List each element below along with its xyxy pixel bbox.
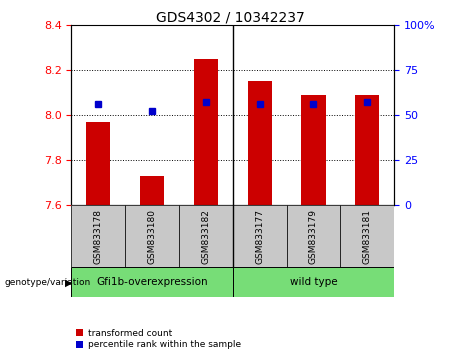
Text: GSM833180: GSM833180 [148, 209, 157, 264]
Text: GSM833181: GSM833181 [363, 209, 372, 264]
Text: GSM833177: GSM833177 [255, 209, 264, 264]
Text: genotype/variation: genotype/variation [5, 278, 91, 287]
Bar [287, 205, 340, 267]
Bar [86, 122, 111, 205]
Text: wild type: wild type [290, 277, 337, 287]
Bar [71, 205, 125, 267]
Text: GDS4302 / 10342237: GDS4302 / 10342237 [156, 11, 305, 25]
Bar [301, 95, 325, 205]
Legend: transformed count, percentile rank within the sample: transformed count, percentile rank withi… [76, 329, 241, 349]
Bar [248, 81, 272, 205]
Bar [194, 59, 218, 205]
Bar [233, 205, 287, 267]
Bar [340, 205, 394, 267]
Bar [71, 267, 233, 297]
Text: GSM833179: GSM833179 [309, 209, 318, 264]
Bar [125, 205, 179, 267]
Bar [355, 95, 379, 205]
Bar [140, 176, 164, 205]
Bar [233, 267, 394, 297]
Text: ▶: ▶ [65, 277, 72, 287]
Text: Gfi1b-overexpression: Gfi1b-overexpression [96, 277, 208, 287]
Text: GSM833178: GSM833178 [94, 209, 103, 264]
Bar [179, 205, 233, 267]
Text: GSM833182: GSM833182 [201, 209, 210, 264]
